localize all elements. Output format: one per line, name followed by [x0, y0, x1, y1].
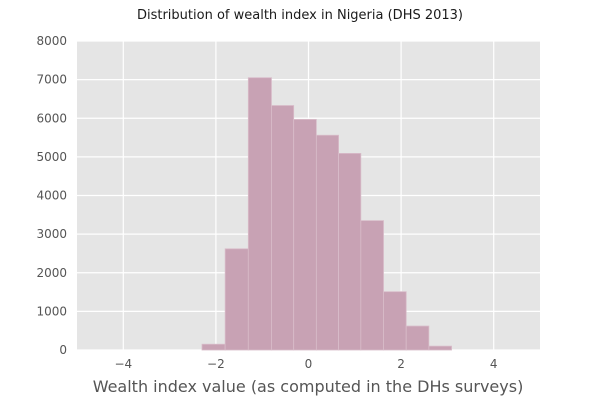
y-tick-label: 5000: [36, 150, 67, 164]
histogram-bar: [247, 77, 272, 351]
y-tick-label: 1000: [36, 304, 67, 318]
y-axis-ticks: 0 1000 2000 3000 4000 5000 6000 7000 8000: [36, 34, 67, 357]
x-axis-label: Wealth index value (as computed in the D…: [93, 377, 524, 396]
chart-title: Distribution of wealth index in Nigeria …: [137, 8, 463, 23]
y-tick-label: 6000: [36, 111, 67, 125]
y-tick-label: 0: [59, 343, 67, 357]
y-tick-label: 8000: [36, 34, 67, 48]
histogram-bar: [201, 343, 226, 351]
x-tick-label: 2: [397, 357, 405, 371]
histogram-bar: [360, 220, 384, 351]
x-axis-ticks: −4 −2 0 2 4: [114, 357, 497, 371]
histogram-bar: [271, 105, 295, 351]
histogram-bar: [405, 325, 430, 351]
y-tick-label: 7000: [36, 73, 67, 87]
histogram-bar: [315, 134, 339, 351]
bars-group: [201, 77, 452, 351]
x-tick-label: −2: [207, 357, 225, 371]
x-tick-label: −4: [114, 357, 132, 371]
y-tick-label: 2000: [36, 266, 67, 280]
histogram-bar: [224, 248, 249, 351]
y-tick-label: 3000: [36, 227, 67, 241]
x-tick-label: 4: [490, 357, 498, 371]
histogram-bar: [293, 119, 317, 351]
histogram-bar: [338, 152, 362, 351]
x-tick-label: 0: [305, 357, 313, 371]
histogram-bar: [428, 345, 452, 351]
y-tick-label: 4000: [36, 189, 67, 203]
histogram-bar: [383, 291, 407, 351]
